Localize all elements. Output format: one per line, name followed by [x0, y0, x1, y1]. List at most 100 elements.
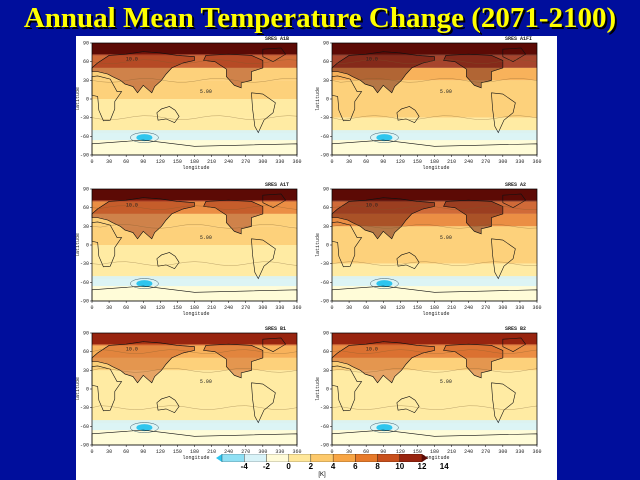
- x-tick-label: 210: [447, 449, 456, 455]
- y-tick-label: -60: [80, 280, 89, 286]
- x-tick-label: 90: [380, 449, 386, 455]
- x-tick-label: 150: [413, 305, 422, 311]
- colorbar-segment: [377, 454, 400, 462]
- colorbar-tick-label: 0: [286, 462, 291, 471]
- colorbar-unit: [K]: [318, 472, 326, 478]
- x-tick-label: 0: [90, 305, 93, 311]
- y-axis-label: latitude: [315, 232, 321, 257]
- x-tick-label: 30: [346, 159, 352, 165]
- colorbar-segment: [355, 454, 378, 462]
- contour-label: 5.00: [440, 235, 452, 241]
- x-tick-label: 360: [532, 305, 541, 311]
- x-tick-label: 240: [224, 449, 233, 455]
- colorbar-tick-label: -4: [240, 462, 248, 471]
- x-tick-label: 210: [207, 449, 216, 455]
- x-axis-label: longitude: [422, 455, 450, 461]
- colorbar-segment: [310, 454, 334, 462]
- y-tick-label: -60: [320, 424, 329, 430]
- map-plot: 0 30 60 90 120 150 180 210 240 270 300 330 360906030…: [80, 331, 302, 456]
- y-tick-label: -30: [80, 261, 89, 267]
- y-axis-label: latitude: [315, 86, 321, 111]
- y-tick-label: 90: [323, 187, 329, 193]
- panel-title: SRES A1B: [265, 36, 290, 42]
- y-tick-label: -90: [80, 299, 89, 305]
- x-tick-label: 90: [380, 305, 386, 311]
- x-tick-label: 60: [123, 449, 129, 455]
- panel-title: SRES A2: [505, 182, 527, 188]
- x-tick-label: 270: [241, 449, 250, 455]
- colorbar-tick-label: 12: [417, 462, 427, 471]
- x-tick-label: 180: [190, 305, 199, 311]
- x-tick-label: 240: [464, 159, 473, 165]
- colorbar-tick-label: 8: [375, 462, 380, 471]
- y-tick-label: -90: [80, 153, 89, 159]
- map-plot: 0 30 60 90 120 150 180 210 240 270 300 330 360906030…: [80, 41, 302, 166]
- x-axis-label: longitude: [422, 311, 450, 317]
- colorbar-segment: [221, 454, 245, 462]
- y-tick-label: -30: [320, 405, 329, 411]
- x-tick-label: 300: [258, 449, 267, 455]
- x-axis-label: longitude: [422, 165, 450, 171]
- map-plot: 0 30 60 90 120 150 180 210 240 270 300 330 360906030…: [320, 41, 542, 166]
- contour-label: 10.0: [126, 202, 138, 208]
- contour-label: 5.00: [200, 235, 212, 241]
- x-tick-label: 180: [430, 305, 439, 311]
- y-tick-label: 0: [326, 97, 329, 103]
- x-tick-label: 0: [90, 449, 93, 455]
- x-tick-label: 210: [447, 159, 456, 165]
- x-tick-label: 300: [258, 159, 267, 165]
- x-tick-label: 0: [330, 449, 333, 455]
- x-tick-label: 360: [532, 159, 541, 165]
- y-tick-label: 0: [86, 97, 89, 103]
- x-axis-label: longitude: [182, 455, 210, 461]
- x-tick-label: 120: [396, 449, 405, 455]
- map-panel: 0 30 60 90 120 150 180 210 240 270 300 330 360 90 60 30…: [315, 326, 556, 470]
- y-tick-label: -30: [320, 115, 329, 121]
- x-tick-label: 240: [224, 305, 233, 311]
- x-axis-label: longitude: [182, 165, 210, 171]
- x-tick-label: 60: [363, 305, 369, 311]
- y-tick-label: -60: [320, 280, 329, 286]
- x-tick-label: 150: [413, 449, 422, 455]
- colorbar-segment: [399, 454, 423, 462]
- colorbar-tick-label: 6: [353, 462, 358, 471]
- y-tick-label: 60: [323, 59, 329, 65]
- contour-label: 10.0: [126, 346, 138, 352]
- x-tick-label: 150: [173, 305, 182, 311]
- x-tick-label: 60: [123, 305, 129, 311]
- x-tick-label: 120: [156, 159, 165, 165]
- y-tick-label: 30: [83, 78, 89, 84]
- x-tick-label: 270: [481, 449, 490, 455]
- x-tick-label: 120: [156, 449, 165, 455]
- x-tick-label: 150: [173, 449, 182, 455]
- colorbar-segment: [266, 454, 289, 462]
- y-tick-label: -60: [320, 134, 329, 140]
- contour-label: 5.00: [200, 89, 212, 95]
- contour-label: 5.00: [440, 379, 452, 385]
- x-tick-label: 150: [173, 159, 182, 165]
- colorbar-segment: [332, 454, 356, 462]
- x-tick-label: 270: [481, 305, 490, 311]
- x-tick-label: 330: [275, 159, 284, 165]
- x-tick-label: 180: [190, 449, 199, 455]
- map-plot: 0 30 60 90 120 150 180 210 240 270 300 330 360906030…: [320, 331, 542, 456]
- colorbar-segment: [288, 454, 312, 462]
- x-tick-label: 90: [140, 449, 146, 455]
- x-tick-label: 0: [330, 159, 333, 165]
- y-axis-label: latitude: [75, 232, 81, 257]
- map-panel: 0 30 60 90 120 150 180 210 240 270 300 330 360 90 60 30…: [315, 182, 556, 326]
- y-tick-label: 60: [323, 205, 329, 211]
- colorbar-segment: [244, 454, 267, 462]
- y-tick-label: 30: [323, 224, 329, 230]
- x-tick-label: 300: [258, 305, 267, 311]
- x-tick-label: 60: [363, 159, 369, 165]
- x-tick-label: 60: [123, 159, 129, 165]
- y-tick-label: -30: [80, 115, 89, 121]
- x-tick-label: 330: [515, 159, 524, 165]
- x-tick-label: 300: [498, 305, 507, 311]
- x-tick-label: 210: [207, 305, 216, 311]
- x-tick-label: 60: [363, 449, 369, 455]
- contour-label: 5.00: [440, 89, 452, 95]
- y-tick-label: 0: [86, 243, 89, 249]
- colorbar-tick-label: 10: [395, 462, 405, 471]
